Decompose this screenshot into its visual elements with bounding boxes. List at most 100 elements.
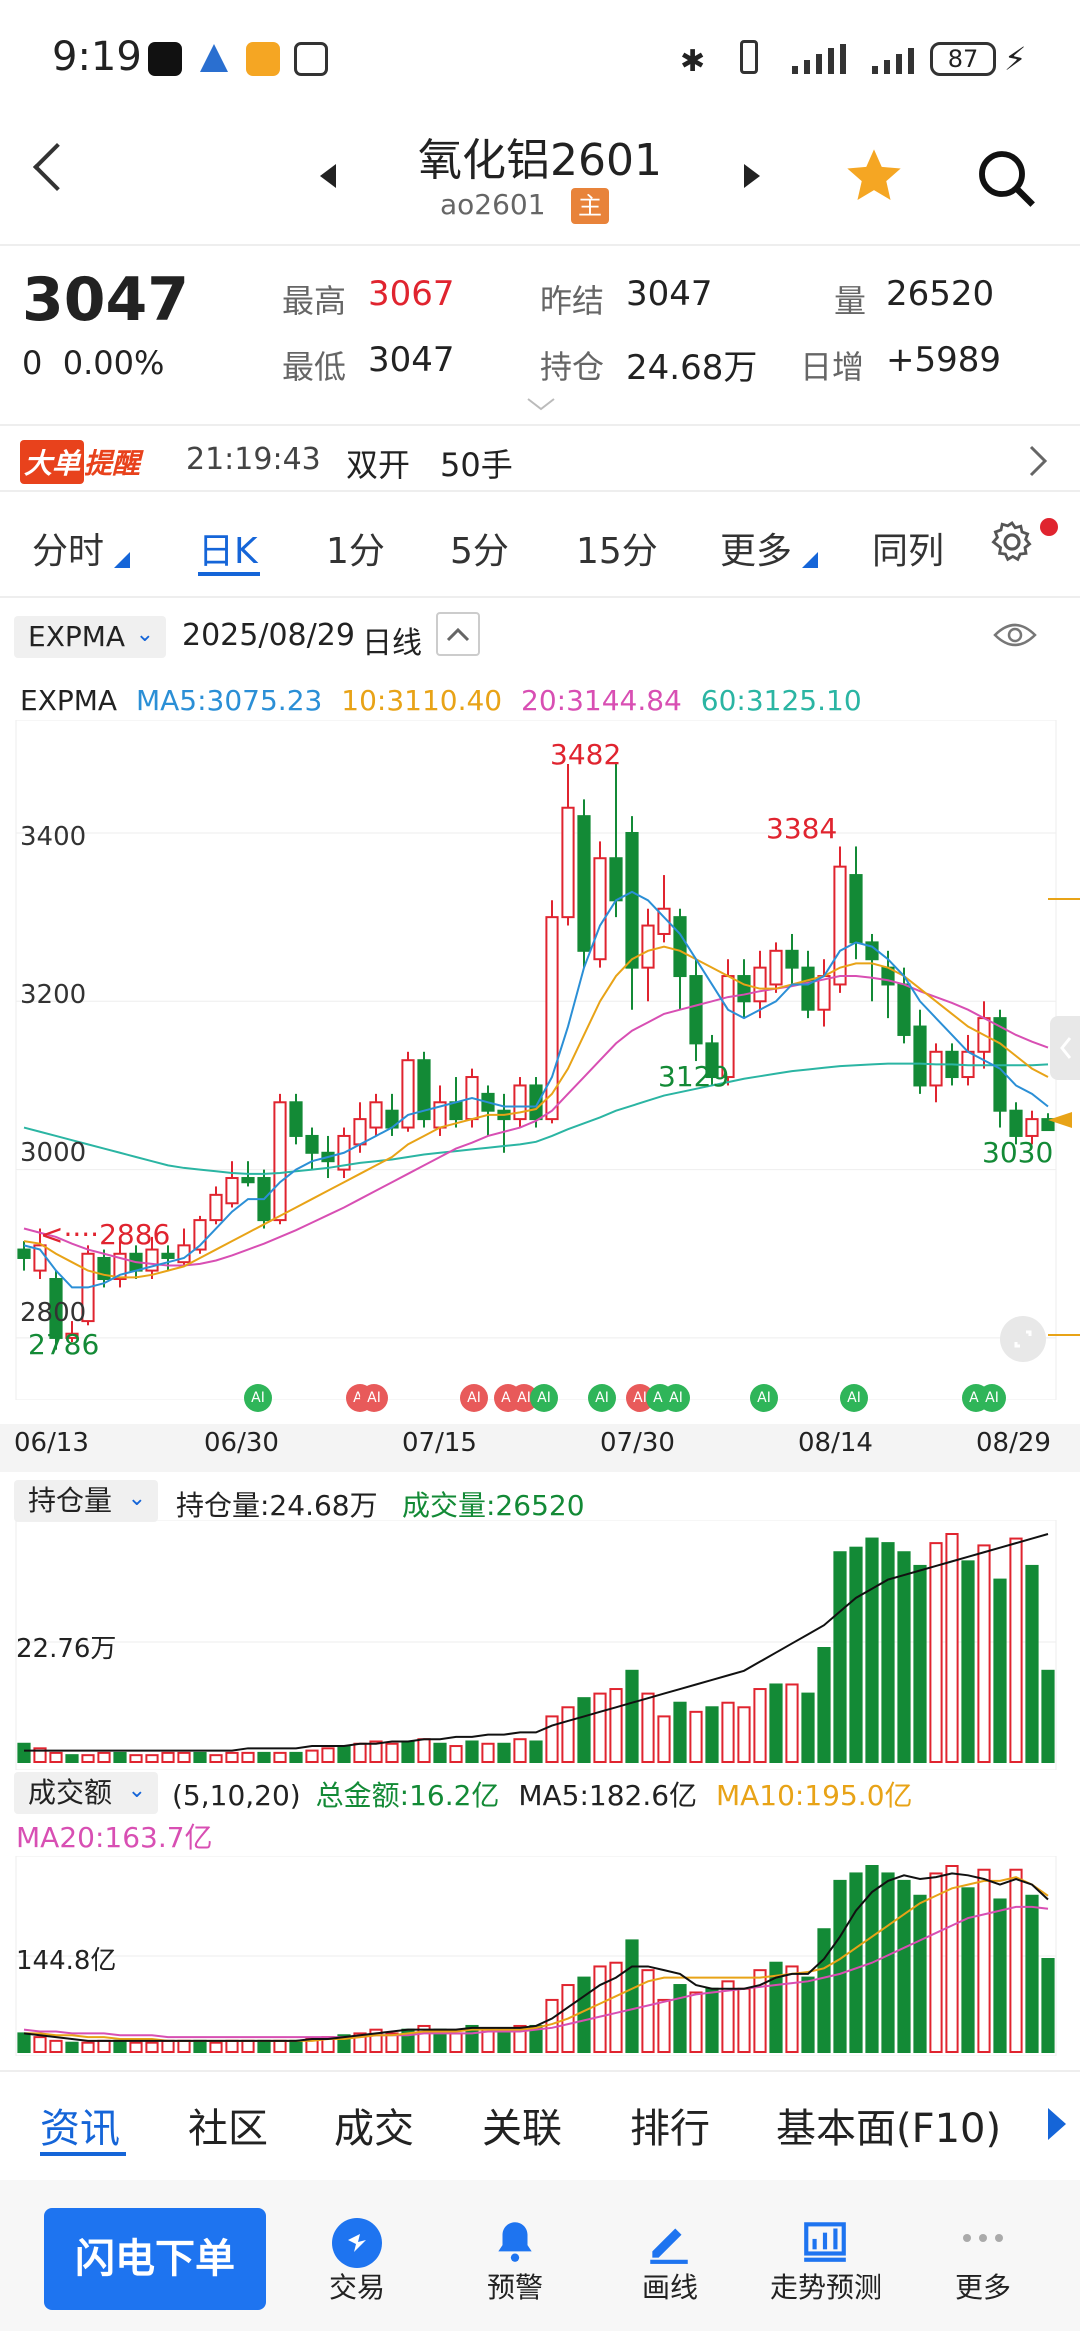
alert-bell-icon[interactable] <box>490 2216 540 2270</box>
nav-trade[interactable]: 交易 <box>328 2271 385 2304</box>
tab-related[interactable]: 关联 <box>482 2106 562 2152</box>
amount-selector[interactable]: 成交额 ⌄ <box>14 1772 158 1814</box>
tab-trades[interactable]: 成交 <box>334 2106 414 2152</box>
candle-body <box>801 966 815 1011</box>
tab-timeshare[interactable]: 分时 <box>32 531 105 572</box>
oi-bar <box>881 1542 895 1764</box>
oi-bar <box>81 1754 95 1764</box>
candle-body <box>833 865 847 986</box>
low-label: 最低 <box>282 348 347 386</box>
tab-5min[interactable]: 5分 <box>450 531 509 572</box>
amount-bar <box>993 1898 1007 2054</box>
alert-time: 21:19:43 <box>186 442 321 477</box>
app-notification-icon-2 <box>246 42 280 76</box>
oi-bar <box>513 1738 527 1763</box>
candlestick-chart[interactable] <box>0 720 1080 1400</box>
annotation-high-second: 3384 <box>766 812 838 845</box>
fullscreen-icon[interactable] <box>1000 1316 1046 1362</box>
amount-bar <box>769 1961 783 2053</box>
nav-alert[interactable]: 预警 <box>486 2271 543 2304</box>
indicator-selector[interactable]: EXPMA ⌄ <box>14 616 166 658</box>
tab-community[interactable]: 社区 <box>188 2106 268 2152</box>
amount-bar <box>257 2039 271 2053</box>
ai-signal-badge[interactable]: AI <box>530 1384 558 1412</box>
amount-bar <box>689 1991 703 2053</box>
tab-fundamentals[interactable]: 基本面(F10) <box>776 2106 1002 2152</box>
side-panel-handle[interactable] <box>1050 1016 1080 1080</box>
candle-body <box>561 806 575 919</box>
candle-body <box>449 1101 463 1121</box>
amount-bar <box>705 1987 719 2053</box>
ai-signal-badge[interactable]: AI <box>360 1384 388 1412</box>
nav-trend-forecast[interactable]: 走势预测 <box>769 2271 882 2304</box>
oi-bar <box>465 1740 479 1763</box>
tab-more[interactable]: 更多 <box>720 531 793 572</box>
tab-15min[interactable]: 15分 <box>576 531 658 572</box>
oi-selector[interactable]: 持仓量 ⌄ <box>14 1480 158 1522</box>
oi-bar <box>833 1551 847 1763</box>
amount-bar <box>721 1980 735 2053</box>
alert-chevron-icon[interactable] <box>1028 444 1048 482</box>
next-contract-icon[interactable] <box>744 164 760 188</box>
oi-bar <box>817 1647 831 1763</box>
oi-bar <box>417 1738 431 1763</box>
favorite-star-icon[interactable] <box>842 144 906 212</box>
candle-body <box>241 1177 255 1184</box>
nav-draw-line[interactable]: 画线 <box>641 2271 698 2304</box>
prev-contract-icon[interactable] <box>320 164 336 188</box>
oi-bar <box>289 1751 303 1764</box>
candle-body <box>1025 1118 1039 1137</box>
expand-chevron-icon[interactable] <box>526 396 555 411</box>
visibility-eye-icon[interactable] <box>992 618 1038 656</box>
ai-signal-badge[interactable]: AI <box>244 1384 272 1412</box>
date-tick-4: 08/14 <box>798 1428 873 1458</box>
quick-order-button[interactable]: 闪电下单 <box>44 2208 266 2310</box>
candle-body <box>273 1101 287 1222</box>
ma60-line <box>23 1062 1049 1175</box>
draw-line-icon[interactable] <box>644 2216 694 2270</box>
amount-bar <box>817 1928 831 2053</box>
volume-label: 量 <box>834 282 867 320</box>
ai-signal-badge[interactable]: AI <box>588 1384 616 1412</box>
ai-signal-badge[interactable]: AI <box>750 1384 778 1412</box>
amount-axis-label: 144.8亿 <box>16 1946 117 1976</box>
trend-forecast-icon[interactable] <box>800 2216 850 2270</box>
date-tick-1: 06/30 <box>204 1428 279 1458</box>
timeshare-dropdown-icon[interactable] <box>114 552 130 568</box>
candle-body <box>145 1248 159 1272</box>
amount-bar <box>273 2039 287 2053</box>
chart-frame <box>15 720 1057 1400</box>
more-dropdown-icon[interactable] <box>802 552 818 568</box>
contract-code: ao2601 <box>440 188 546 221</box>
candle-body <box>545 916 559 1121</box>
price-tick-3000: 3000 <box>20 1138 87 1168</box>
ai-signal-badge[interactable]: AI <box>840 1384 868 1412</box>
amount-bar <box>977 1868 991 2053</box>
ai-signal-badge[interactable]: AI <box>662 1384 690 1412</box>
back-icon[interactable] <box>32 142 82 192</box>
candle-body <box>849 874 863 944</box>
nav-more[interactable]: 更多 <box>954 2271 1011 2304</box>
app-notification-icon <box>148 42 182 76</box>
oi-bar <box>161 1751 175 1764</box>
trade-icon[interactable] <box>332 2218 382 2268</box>
tab-news[interactable]: 资讯 <box>40 2106 120 2152</box>
low-value: 3047 <box>368 340 455 380</box>
tab-1min[interactable]: 1分 <box>326 531 385 572</box>
tab-ranking[interactable]: 排行 <box>630 2106 710 2152</box>
ai-signal-badge[interactable]: AI <box>460 1384 488 1412</box>
oi-bar <box>401 1740 415 1763</box>
amount-ma5: MA5:182.6亿 <box>518 1779 698 1812</box>
prev-settle-label: 昨结 <box>540 282 605 320</box>
ai-signal-badge[interactable]: AI <box>978 1384 1006 1412</box>
tab-daily-k[interactable]: 日K <box>198 531 258 572</box>
more-dots-icon[interactable] <box>958 2226 1008 2260</box>
oi-bar <box>321 1747 335 1764</box>
candle-body <box>161 1252 175 1259</box>
tabs-scroll-right-icon[interactable] <box>1048 2108 1066 2140</box>
collapse-chart-button[interactable] <box>436 612 480 656</box>
amount-bar <box>369 2028 383 2053</box>
tab-same-column[interactable]: 同列 <box>872 531 945 572</box>
search-icon[interactable] <box>974 146 1038 214</box>
settings-gear-icon[interactable] <box>988 518 1036 570</box>
